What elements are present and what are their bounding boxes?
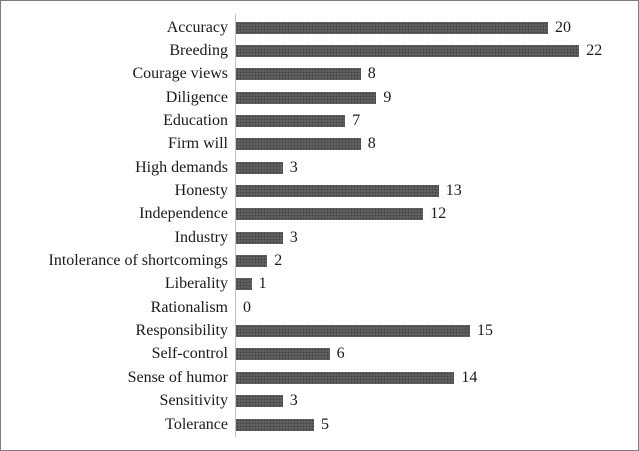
value-label: 7 — [352, 112, 361, 130]
bar — [236, 278, 252, 291]
category-label: Breeding — [169, 42, 228, 60]
category-label: Honesty — [174, 182, 228, 200]
plot-area: 5 — [235, 413, 638, 436]
bar — [236, 138, 361, 151]
chart-row: Liberality 1 — [1, 273, 638, 296]
value-label: 14 — [461, 368, 478, 386]
plot-area: 12 — [235, 203, 638, 226]
chart-row: Self-control 6 — [1, 343, 638, 366]
value-label: 6 — [336, 345, 345, 363]
value-label: 20 — [555, 18, 571, 36]
plot-area: 7 — [235, 109, 638, 132]
plot-area: 0 — [235, 296, 638, 319]
bar — [236, 21, 548, 34]
plot-area: 14 — [235, 366, 638, 389]
category-label: Sense of humor — [127, 368, 228, 386]
plot-area: 1 — [235, 273, 638, 296]
category-label: Sensitivity — [159, 392, 228, 410]
value-label: 13 — [445, 182, 462, 200]
value-label: 1 — [258, 275, 267, 293]
chart-row: Intolerance of shortcomings 2 — [1, 249, 638, 272]
chart-row: High demands 3 — [1, 156, 638, 179]
bar — [236, 68, 361, 81]
bar — [236, 208, 424, 221]
category-label: Diligence — [165, 88, 228, 106]
plot-area: 13 — [235, 179, 638, 202]
category-label: Independence — [139, 205, 228, 223]
plot-area: 3 — [235, 156, 638, 179]
value-label: 9 — [383, 88, 392, 106]
value-label: 8 — [367, 65, 376, 83]
chart-row: Firm will 8 — [1, 133, 638, 156]
value-label: 3 — [289, 392, 298, 410]
value-label: 3 — [289, 228, 298, 246]
plot-area: 8 — [235, 133, 638, 156]
category-label: High demands — [135, 158, 228, 176]
chart-row: Breeding 22 — [1, 39, 638, 62]
bar — [236, 395, 283, 408]
category-label: Responsibility — [135, 322, 228, 340]
plot-area: 9 — [235, 86, 638, 109]
plot-area: 20 — [235, 16, 638, 39]
value-label: 2 — [274, 252, 283, 270]
bar — [236, 255, 268, 268]
plot-area: 22 — [235, 39, 638, 62]
value-label: 12 — [430, 205, 447, 223]
plot-area: 3 — [235, 226, 638, 249]
chart-row: Education 7 — [1, 109, 638, 132]
value-label: 22 — [586, 42, 603, 60]
bar — [236, 161, 283, 174]
value-label: 8 — [367, 135, 376, 153]
bar — [236, 418, 314, 431]
chart-row: Independence 12 — [1, 203, 638, 226]
chart-row: Honesty 13 — [1, 179, 638, 202]
value-label: 0 — [243, 298, 251, 316]
chart-row: Industry 3 — [1, 226, 638, 249]
category-label: Tolerance — [165, 415, 228, 433]
category-label: Firm will — [167, 135, 228, 153]
bar-chart: Accuracy 20 Breeding 22 Courage views 8 Dilige… — [1, 16, 638, 436]
category-label: Accuracy — [166, 18, 228, 36]
value-label: 5 — [321, 415, 329, 433]
plot-area: 3 — [235, 390, 638, 413]
plot-area: 15 — [235, 319, 638, 342]
category-label: Intolerance of shortcomings — [48, 252, 229, 270]
chart-row: Responsibility 15 — [1, 319, 638, 342]
chart-row: Sensitivity 3 — [1, 390, 638, 413]
value-label: 3 — [289, 158, 298, 176]
chart-row: Tolerance 5 — [1, 413, 638, 436]
category-label: Education — [163, 112, 228, 130]
category-label: Liberality — [164, 275, 228, 293]
plot-area: 2 — [235, 249, 638, 272]
chart-row: Accuracy 20 — [1, 16, 638, 39]
bar — [236, 348, 330, 361]
category-label: Self-control — [151, 345, 228, 363]
bar — [236, 185, 439, 198]
bar — [236, 45, 580, 58]
category-label: Courage views — [132, 65, 228, 83]
y-axis-line — [235, 14, 236, 437]
value-label: 15 — [477, 322, 493, 340]
bar — [236, 91, 377, 104]
chart-row: Diligence 9 — [1, 86, 638, 109]
category-label: Industry — [174, 228, 228, 246]
bar — [236, 325, 470, 338]
category-label: Rationalism — [150, 298, 228, 316]
chart-row: Sense of humor 14 — [1, 366, 638, 389]
bar — [236, 371, 455, 384]
plot-area: 8 — [235, 63, 638, 86]
chart-row: Courage views 8 — [1, 63, 638, 86]
bar — [236, 115, 346, 128]
bar — [236, 231, 283, 244]
chart-row: Rationalism 0 — [1, 296, 638, 319]
plot-area: 6 — [235, 343, 638, 366]
